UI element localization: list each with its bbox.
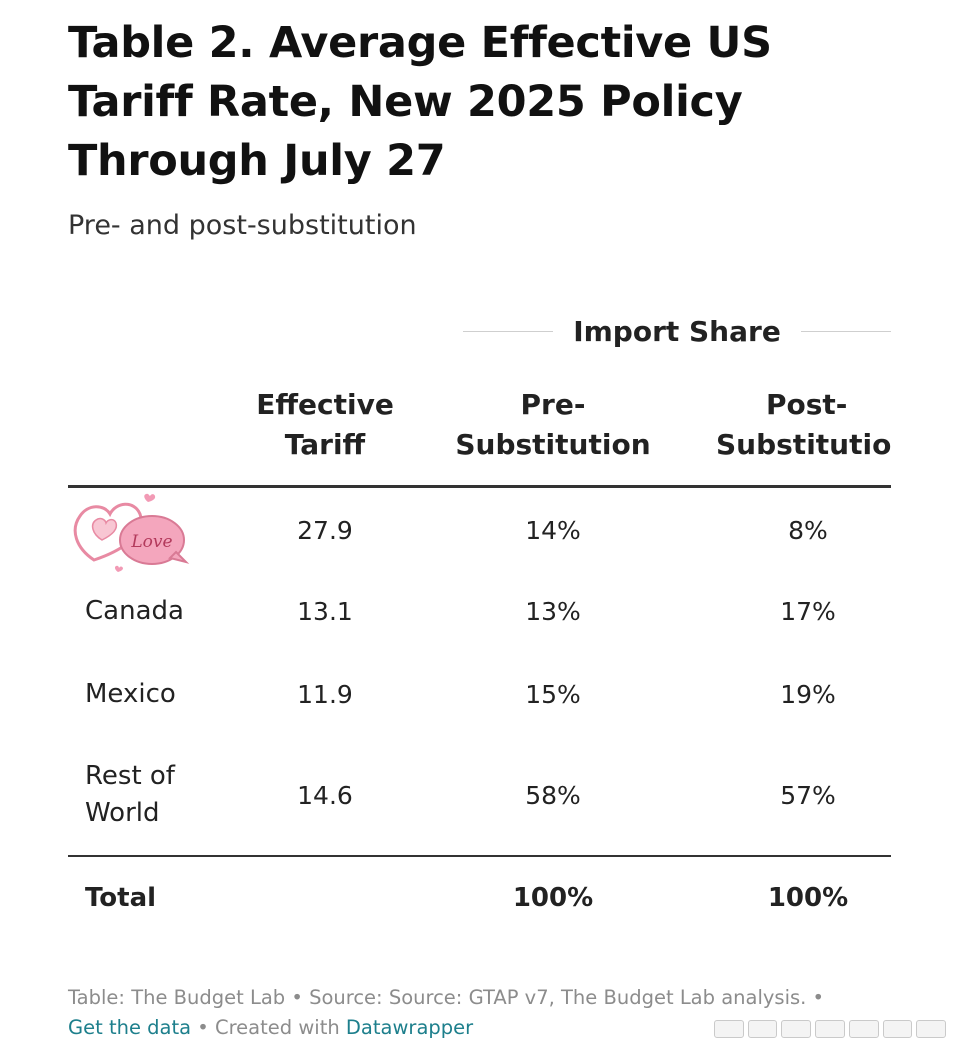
header-effective-tariff-line2: Tariff	[284, 428, 366, 461]
cell-post-substitution: 17%	[780, 597, 836, 626]
total-row: Total 100% 100%	[68, 858, 891, 938]
header-pre-substitution-line1: Pre-	[520, 388, 586, 421]
sticker-love-bubble	[119, 515, 185, 565]
cell-effective-tariff: 13.1	[297, 597, 353, 626]
column-group-header: Import Share	[463, 309, 892, 353]
total-post-substitution: 100%	[767, 883, 849, 913]
sticker-tiny-heart	[114, 565, 123, 572]
header-effective-tariff-line1: Effective	[256, 388, 394, 421]
chart-subtitle: Pre- and post-substitution	[68, 210, 417, 241]
chart-title: Table 2. Average Effective US Tariff Rat…	[68, 18, 772, 186]
table-row: Canada 13.1 13% 17%	[68, 570, 891, 653]
header-rule	[68, 485, 891, 488]
watermark-overlay	[714, 1018, 947, 1040]
footer-credit: Table: The Budget Lab • Source: Source: …	[68, 986, 825, 1009]
total-pre-substitution: 100%	[512, 883, 594, 913]
watermark-block	[781, 1020, 812, 1038]
cell-post-substitution: 8%	[788, 515, 828, 545]
get-the-data-link[interactable]: Get the data	[68, 1016, 192, 1039]
cell-effective-tariff: 11.9	[297, 680, 353, 709]
header-pre-substitution-line2: Substitution	[455, 428, 651, 461]
row-label: Rest of World	[85, 761, 175, 828]
total-rule	[68, 855, 891, 857]
group-line-right	[800, 330, 892, 332]
cell-effective-tariff: 27.9	[297, 515, 353, 545]
watermark-block	[848, 1020, 879, 1038]
cell-pre-substitution: 13%	[525, 597, 581, 626]
watermark-block	[916, 1020, 947, 1038]
row-label: Mexico	[85, 679, 176, 709]
watermark-block	[882, 1020, 913, 1038]
table-row: 27.9 14% 8%	[68, 490, 891, 570]
cell-pre-substitution: 15%	[525, 680, 581, 709]
total-effective-tariff	[225, 858, 425, 938]
heart-love-sticker: Love	[73, 493, 190, 572]
sticker-small-heart	[144, 493, 156, 502]
chart-footer: Table: The Budget Lab • Source: Source: …	[68, 983, 898, 1043]
header-post-substitution-line1: Post-	[766, 388, 848, 421]
datawrapper-link[interactable]: Datawrapper	[345, 1016, 474, 1039]
row-label: Canada	[85, 596, 184, 626]
cell-pre-substitution: 14%	[525, 515, 581, 545]
column-group-label: Import Share	[573, 314, 781, 348]
watermark-block	[714, 1020, 744, 1038]
watermark-block	[815, 1020, 845, 1038]
sticker-bubble-tail	[168, 550, 190, 564]
table-row: Rest of World 14.6 58% 57%	[68, 736, 891, 854]
header-post-substitution-line2: Substitution	[716, 428, 891, 461]
cell-post-substitution: 19%	[780, 680, 836, 709]
table-row: Mexico 11.9 15% 19%	[68, 653, 891, 736]
cell-effective-tariff: 14.6	[297, 780, 353, 810]
group-line-left	[463, 330, 554, 332]
sticker-inner-heart	[91, 517, 118, 541]
cell-pre-substitution: 58%	[525, 780, 581, 810]
header-pre-substitution: Pre- Substitution	[453, 385, 653, 465]
sticker-love-text: Love	[130, 532, 172, 552]
cell-post-substitution: 57%	[780, 780, 836, 810]
header-effective-tariff: Effective Tariff	[225, 385, 425, 465]
header-post-substitution: Post- Substitution	[708, 385, 891, 465]
total-label: Total	[85, 882, 157, 913]
watermark-block	[747, 1020, 778, 1038]
footer-separator: • Created with	[191, 1016, 346, 1039]
